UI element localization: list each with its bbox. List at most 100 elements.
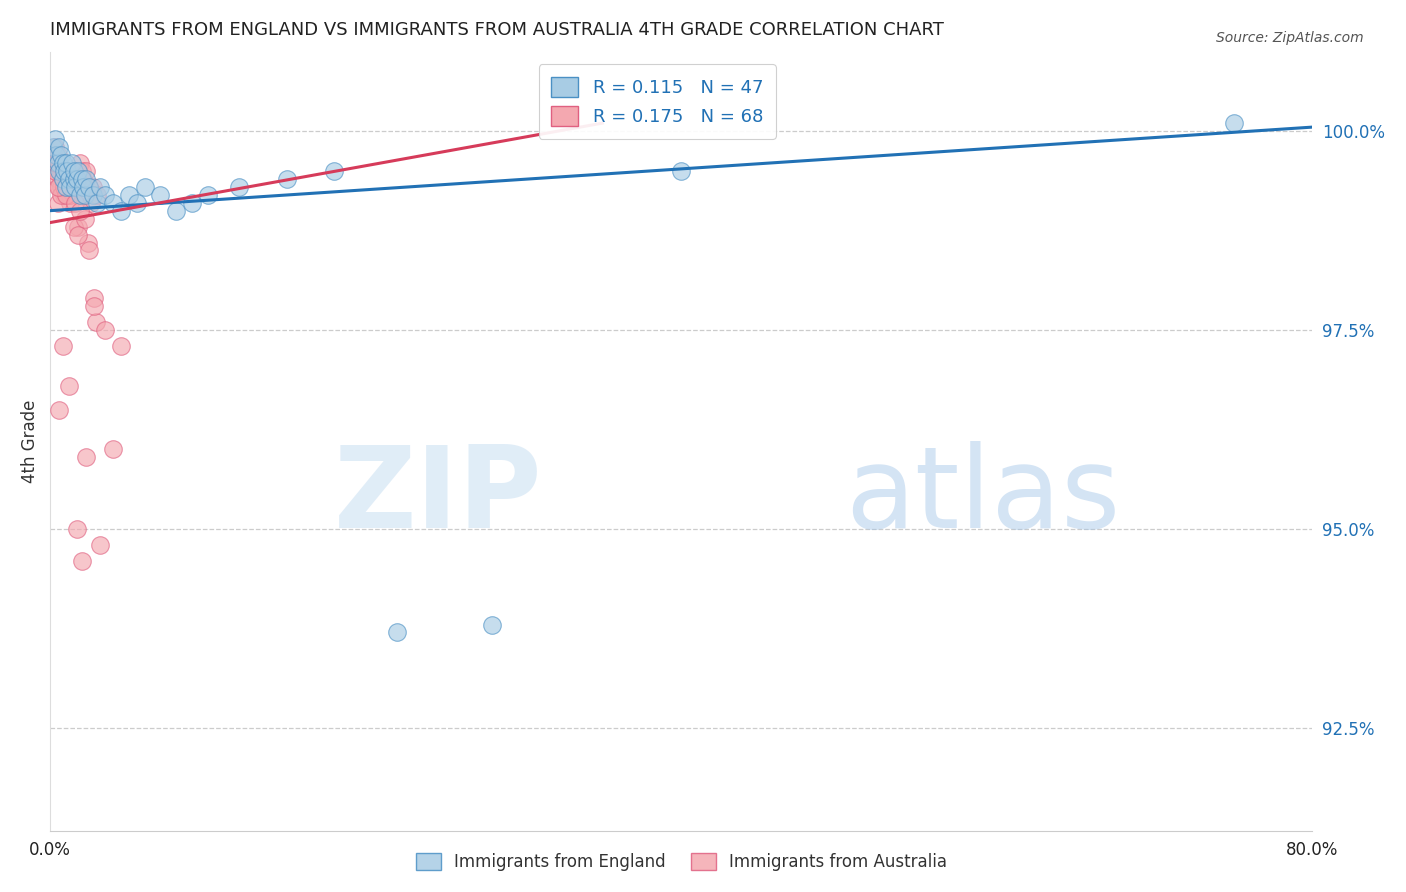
Point: [125, 195, 148, 210]
Point: [73, 211, 96, 226]
Point: [181, 195, 204, 210]
Point: [134, 179, 156, 194]
Point: [69, 156, 91, 170]
Point: [44, 140, 66, 154]
Point: [48, 140, 70, 154]
Point: [79, 179, 101, 194]
Point: [44, 156, 66, 170]
Point: [89, 179, 111, 194]
Point: [79, 179, 101, 194]
Point: [76, 235, 98, 250]
Point: [86, 187, 108, 202]
Point: [70, 164, 93, 178]
Point: [58, 171, 80, 186]
Point: [58, 378, 80, 392]
Point: [56, 164, 79, 178]
Point: [48, 402, 70, 417]
Point: [79, 244, 101, 258]
Point: [59, 187, 82, 202]
Point: [42, 148, 65, 162]
Point: [110, 339, 132, 353]
Point: [55, 179, 77, 194]
Point: [48, 179, 70, 194]
Point: [67, 219, 90, 234]
Point: [82, 179, 104, 194]
Point: [385, 625, 408, 640]
Point: [101, 195, 124, 210]
Point: [45, 148, 67, 162]
Point: [75, 171, 97, 186]
Point: [63, 179, 86, 194]
Point: [63, 195, 86, 210]
Point: [110, 203, 132, 218]
Y-axis label: 4th Grade: 4th Grade: [21, 400, 39, 483]
Point: [70, 179, 93, 194]
Point: [66, 522, 89, 536]
Point: [1222, 116, 1244, 130]
Point: [669, 164, 692, 178]
Point: [49, 164, 72, 178]
Point: [46, 148, 69, 162]
Point: [46, 156, 69, 170]
Point: [75, 164, 97, 178]
Point: [52, 171, 75, 186]
Point: [149, 187, 172, 202]
Point: [55, 187, 77, 202]
Point: [228, 179, 250, 194]
Point: [52, 164, 75, 178]
Point: [72, 171, 94, 186]
Point: [73, 187, 96, 202]
Point: [49, 179, 72, 194]
Point: [60, 179, 83, 194]
Point: [52, 339, 75, 353]
Point: [55, 164, 77, 178]
Point: [62, 164, 84, 178]
Point: [53, 164, 76, 178]
Point: [165, 203, 187, 218]
Point: [70, 171, 93, 186]
Point: [56, 171, 79, 186]
Point: [45, 164, 67, 178]
Point: [66, 171, 89, 186]
Point: [45, 156, 67, 170]
Point: [62, 171, 84, 186]
Point: [83, 299, 105, 313]
Point: [481, 617, 503, 632]
Point: [84, 315, 107, 329]
Point: [52, 171, 75, 186]
Point: [62, 171, 84, 186]
Point: [44, 132, 66, 146]
Point: [55, 179, 77, 194]
Point: [89, 538, 111, 552]
Text: IMMIGRANTS FROM ENGLAND VS IMMIGRANTS FROM AUSTRALIA 4TH GRADE CORRELATION CHART: IMMIGRANTS FROM ENGLAND VS IMMIGRANTS FR…: [51, 21, 943, 39]
Point: [69, 187, 91, 202]
Point: [75, 450, 97, 465]
Point: [49, 187, 72, 202]
Point: [62, 219, 84, 234]
Text: atlas: atlas: [845, 441, 1121, 551]
Point: [82, 187, 104, 202]
Point: [276, 171, 298, 186]
Text: ZIP: ZIP: [333, 441, 543, 551]
Point: [70, 171, 93, 186]
Point: [46, 195, 69, 210]
Point: [101, 442, 124, 457]
Point: [94, 187, 117, 202]
Point: [73, 187, 96, 202]
Point: [46, 171, 69, 186]
Point: [56, 179, 79, 194]
Point: [48, 164, 70, 178]
Point: [66, 171, 89, 186]
Point: [86, 195, 108, 210]
Point: [62, 164, 84, 178]
Point: [52, 156, 75, 170]
Point: [55, 187, 77, 202]
Point: [70, 554, 93, 568]
Point: [67, 227, 90, 242]
Point: [42, 140, 65, 154]
Text: Source: ZipAtlas.com: Source: ZipAtlas.com: [1216, 31, 1364, 45]
Point: [197, 187, 219, 202]
Point: [69, 203, 91, 218]
Point: [58, 171, 80, 186]
Point: [49, 148, 72, 162]
